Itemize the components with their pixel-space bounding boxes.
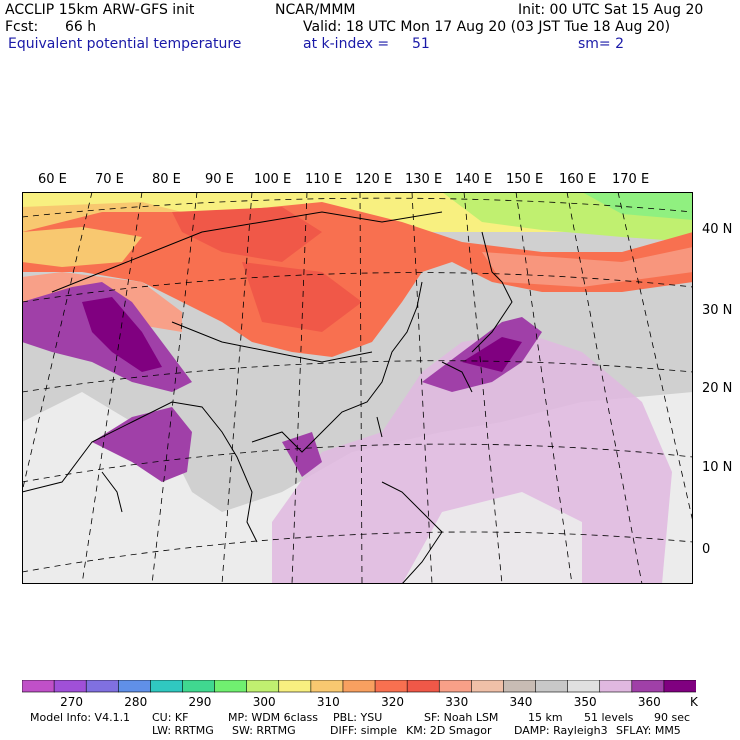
- model-title: ACCLIP 15km ARW-GFS init: [5, 2, 195, 18]
- longitude-label: 130 E: [405, 172, 443, 187]
- colorbar-label: 300: [252, 695, 276, 709]
- forecast-label: Fcst:: [5, 19, 39, 35]
- red-region-2: [242, 262, 362, 332]
- model-info-item: DIFF: simple: [330, 724, 398, 737]
- model-info-item: CU: KF: [152, 711, 189, 724]
- colorbar-swatch: [278, 680, 312, 693]
- map-grid: [22, 192, 693, 584]
- purple-region-3: [282, 432, 322, 477]
- level-label: at k-index =: [303, 36, 390, 52]
- red-region: [172, 207, 322, 262]
- colorbar-label: 350: [573, 695, 597, 709]
- level-value: 51: [412, 36, 430, 52]
- model-info-item: SW: RRTMG: [232, 724, 296, 737]
- latitude-label: 0: [702, 542, 711, 557]
- latitude-label: 20 N: [702, 381, 733, 396]
- model-info-item: Model Info: V4.1.1: [30, 711, 131, 724]
- dark-purple-region-1: [82, 297, 162, 372]
- colorbar-swatch: [631, 680, 665, 693]
- colorbar-swatch: [22, 680, 55, 693]
- colorbar-swatch: [438, 680, 473, 693]
- colorbar-swatch: [406, 680, 441, 693]
- coastlines: [22, 211, 513, 584]
- colorbar-swatch: [374, 680, 408, 693]
- colorbar-label: 360: [637, 695, 661, 709]
- colorbar-swatch: [535, 680, 569, 693]
- colorbar-swatch: [342, 680, 376, 693]
- model-info-item: SFLAY: MM5: [616, 724, 681, 737]
- orange-patch-west: [22, 227, 142, 267]
- colorbar-label: 290: [188, 695, 212, 709]
- longitude-label: 150 E: [506, 172, 544, 187]
- smoothing: sm= 2: [578, 36, 625, 52]
- colorbar-label: 270: [60, 695, 83, 709]
- latitude-label: 40 N: [702, 222, 733, 237]
- bright-green-region: [582, 192, 693, 220]
- colorbar-label: 310: [316, 695, 340, 709]
- longitude-label: 80 E: [152, 172, 181, 187]
- theta-e-map: [22, 192, 693, 584]
- model-info-item: 15 km: [528, 711, 563, 724]
- latitude-label: 30 N: [702, 303, 733, 318]
- colorbar-swatch: [471, 680, 505, 693]
- colorbar-label: 340: [509, 695, 533, 709]
- model-info-item: LW: RRTMG: [152, 724, 214, 737]
- colorbar: [22, 680, 696, 693]
- model-info-item: DAMP: Rayleigh3: [514, 724, 608, 737]
- colorbar-swatch: [214, 680, 248, 693]
- field-name: Equivalent potential temperature: [8, 36, 242, 52]
- purple-region-2: [92, 407, 192, 482]
- colorbar-swatch: [182, 680, 216, 693]
- colorbar-swatch: [599, 680, 633, 693]
- map-frame: [22, 192, 693, 584]
- model-info-item: MP: WDM 6class: [228, 711, 318, 724]
- longitude-label: 110 E: [305, 172, 343, 187]
- colorbar-swatch: [53, 680, 87, 693]
- longitude-label: 100 E: [254, 172, 292, 187]
- colorbar-swatch: [117, 680, 152, 693]
- longitude-label: 170 E: [612, 172, 650, 187]
- colorbar-label: 280: [124, 695, 148, 709]
- model-info-item: 51 levels: [584, 711, 634, 724]
- colorbar-swatch: [663, 680, 696, 693]
- dark-purple-region-2: [462, 337, 522, 372]
- colorbar-label: 330: [445, 695, 469, 709]
- ocean-patch-west: [22, 522, 102, 584]
- init-time: Init: 00 UTC Sat 15 Aug 20: [518, 2, 704, 18]
- model-info-item: KM: 2D Smagor: [406, 724, 492, 737]
- colorbar-unit: K: [690, 695, 698, 709]
- longitude-label: 60 E: [38, 172, 67, 187]
- longitude-label: 120 E: [355, 172, 393, 187]
- colorbar-swatch: [246, 680, 280, 693]
- valid-time: Valid: 18 UTC Mon 17 Aug 20 (03 JST Tue …: [303, 19, 671, 35]
- colorbar-swatch: [503, 680, 537, 693]
- colorbar-swatch: [150, 680, 184, 693]
- longitude-label: 90 E: [205, 172, 234, 187]
- longitude-label: 160 E: [559, 172, 597, 187]
- colorbar-swatch: [310, 680, 344, 693]
- latitude-label: 10 N: [702, 460, 733, 475]
- warm-belt: [22, 202, 693, 357]
- forecast-hour: 66 h: [65, 19, 97, 35]
- salmon-region-2: [482, 247, 693, 287]
- model-info-item: 90 sec: [654, 711, 691, 724]
- model-info-item: SF: Noah LSM: [424, 711, 499, 724]
- longitude-label: 70 E: [95, 172, 124, 187]
- colorbar-swatch: [85, 680, 120, 693]
- longitude-label: 140 E: [455, 172, 493, 187]
- colorbar-label: 320: [381, 695, 404, 709]
- ocean-patch: [402, 492, 582, 584]
- model-info-item: PBL: YSU: [333, 711, 383, 724]
- colorbar-swatch: [567, 680, 601, 693]
- center-name: NCAR/MMM: [275, 2, 356, 18]
